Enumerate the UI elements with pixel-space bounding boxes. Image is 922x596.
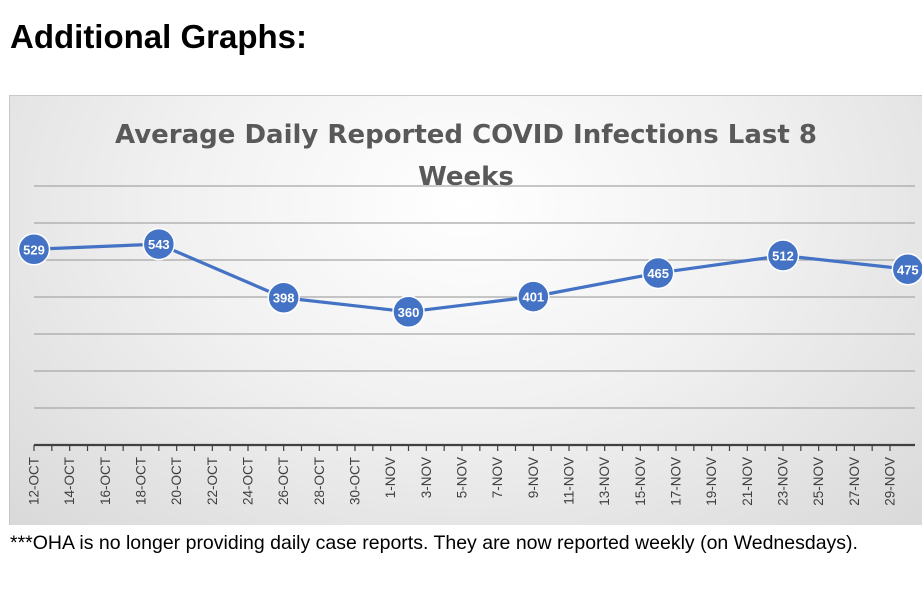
chart-title-line-2: Weeks — [418, 162, 514, 192]
data-points: 529 543 398 360 401 465 512 475 — [17, 227, 922, 329]
data-label-1: 543 — [148, 237, 170, 252]
x-tick-label-30-OCT: 30-OCT — [348, 457, 363, 505]
data-label-2: 398 — [273, 291, 295, 306]
data-point-6 — [766, 239, 800, 272]
x-tick-label-12-OCT: 12-OCT — [27, 457, 42, 505]
x-tick-label-26-OCT: 26-OCT — [276, 457, 291, 505]
data-label-5: 465 — [647, 266, 669, 281]
x-tick-labels: 12-OCT 14-OCT 16-OCT 18-OCT 20-OCT 22-OCT 24-O… — [27, 457, 898, 506]
x-tick-label-5-NOV: 5-NOV — [455, 457, 470, 498]
data-point-2 — [267, 281, 300, 314]
data-point-4 — [517, 280, 550, 313]
data-point-3 — [392, 295, 425, 329]
line-chart: 12-OCT 14-OCT 16-OCT 18-OCT 20-OCT 22-OCT 24-O… — [17, 185, 922, 506]
x-tick-label-23-NOV: 23-NOV — [776, 457, 791, 506]
data-point-1 — [142, 227, 176, 261]
data-point-5 — [641, 256, 675, 290]
x-tick-label-15-NOV: 15-NOV — [633, 457, 648, 506]
data-label-3: 360 — [398, 305, 420, 320]
x-tick-label-29-NOV: 29-NOV — [883, 457, 898, 506]
x-tick-label-11-NOV: 11-NOV — [562, 457, 577, 505]
gridlines — [34, 185, 915, 409]
x-tick-label-21-NOV: 21-NOV — [740, 457, 755, 506]
x-tick-label-9-NOV: 9-NOV — [526, 457, 541, 498]
data-label-4: 401 — [522, 290, 544, 305]
x-tick-label-3-NOV: 3-NOV — [419, 457, 434, 498]
x-axis — [33, 443, 915, 451]
chart-title-line-1: Average Daily Reported COVID Infections … — [115, 120, 817, 150]
x-tick-label-20-OCT: 20-OCT — [169, 457, 184, 505]
x-tick-label-24-OCT: 24-OCT — [241, 457, 256, 505]
x-tick-label-7-NOV: 7-NOV — [490, 457, 505, 498]
x-tick-label-27-NOV: 27-NOV — [847, 457, 862, 506]
x-tick-label-19-NOV: 19-NOV — [704, 457, 719, 506]
data-label-0: 529 — [23, 242, 45, 257]
x-tick-label-22-OCT: 22-OCT — [205, 457, 220, 505]
data-point-7 — [891, 253, 922, 286]
series-line-layer — [33, 242, 909, 314]
footnote: ***OHA is no longer providing daily case… — [10, 532, 858, 554]
x-tick-label-13-NOV: 13-NOV — [597, 457, 612, 506]
x-tick-label-16-OCT: 16-OCT — [98, 457, 113, 505]
data-label-7: 475 — [897, 262, 919, 277]
x-tick-label-14-OCT: 14-OCT — [62, 457, 77, 505]
x-tick-label-17-NOV: 17-NOV — [669, 457, 684, 506]
data-point-0 — [17, 233, 51, 266]
page-heading: Additional Graphs: — [10, 18, 307, 55]
x-tick-label-1-NOV: 1-NOV — [383, 457, 398, 498]
series-line-0 — [33, 242, 909, 314]
chart-title: Average Daily Reported COVID Infections … — [10, 114, 922, 198]
chart-panel: Average Daily Reported COVID Infections … — [9, 95, 922, 525]
x-tick-label-18-OCT: 18-OCT — [134, 457, 149, 505]
data-label-6: 512 — [772, 249, 794, 264]
x-tick-label-25-NOV: 25-NOV — [811, 457, 826, 506]
x-tick-label-28-OCT: 28-OCT — [312, 457, 327, 505]
